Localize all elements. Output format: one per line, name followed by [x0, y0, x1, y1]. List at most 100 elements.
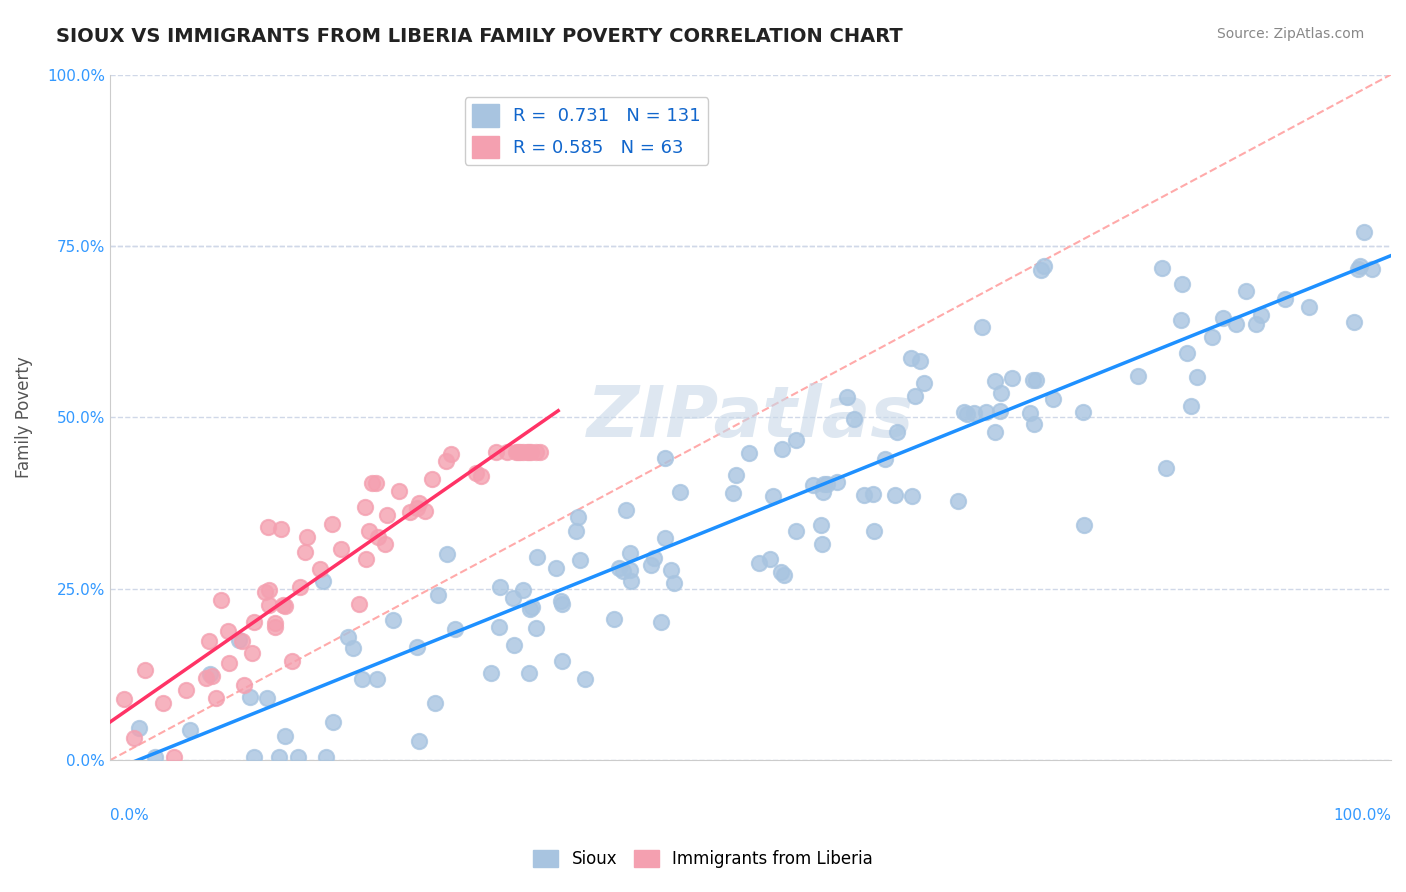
Point [1225, 317, 1247, 331]
Point [1042, 392, 1064, 406]
Point [502, 591, 524, 605]
Point [281, 654, 304, 668]
Point [263, 615, 285, 630]
Text: SIOUX VS IMMIGRANTS FROM LIBERIA FAMILY POVERTY CORRELATION CHART: SIOUX VS IMMIGRANTS FROM LIBERIA FAMILY … [56, 27, 903, 45]
Point [758, 552, 780, 566]
Point [364, 475, 387, 490]
Point [152, 696, 174, 710]
Point [524, 444, 547, 458]
Point [904, 389, 927, 403]
Point [356, 551, 378, 566]
Point [231, 633, 253, 648]
Point [614, 502, 637, 516]
Point [520, 444, 543, 458]
Point [529, 444, 551, 458]
Point [257, 582, 280, 597]
Point [128, 721, 150, 735]
Point [1152, 261, 1174, 276]
Point [375, 508, 398, 523]
Point [347, 597, 370, 611]
Point [564, 524, 586, 538]
Point [489, 580, 512, 594]
Point [517, 665, 540, 680]
Point [654, 451, 676, 466]
Point [1128, 368, 1150, 383]
Point [1353, 225, 1375, 239]
Point [263, 620, 285, 634]
Point [526, 549, 548, 564]
Point [901, 489, 924, 503]
Point [408, 733, 430, 747]
Point [1033, 259, 1056, 273]
Point [427, 588, 450, 602]
Point [650, 615, 672, 629]
Point [413, 504, 436, 518]
Point [551, 597, 574, 611]
Point [659, 563, 682, 577]
Point [198, 667, 221, 681]
Point [953, 405, 976, 419]
Point [388, 484, 411, 499]
Point [801, 477, 824, 491]
Point [972, 320, 994, 334]
Legend: Sioux, Immigrants from Liberia: Sioux, Immigrants from Liberia [526, 843, 880, 875]
Point [232, 678, 254, 692]
Point [1024, 417, 1046, 431]
Point [496, 444, 519, 458]
Point [479, 666, 502, 681]
Point [228, 633, 250, 648]
Point [312, 574, 335, 589]
Point [174, 683, 197, 698]
Point [257, 598, 280, 612]
Point [242, 647, 264, 661]
Point [963, 406, 986, 420]
Point [517, 444, 540, 458]
Point [815, 477, 838, 491]
Point [321, 516, 343, 531]
Point [309, 562, 332, 576]
Point [267, 750, 290, 764]
Text: 0.0%: 0.0% [110, 808, 149, 823]
Point [863, 524, 886, 539]
Point [886, 425, 908, 439]
Point [374, 537, 396, 551]
Point [329, 541, 352, 556]
Point [444, 622, 467, 636]
Point [434, 454, 457, 468]
Point [607, 561, 630, 575]
Point [408, 496, 430, 510]
Point [209, 592, 232, 607]
Point [574, 672, 596, 686]
Point [1177, 346, 1199, 360]
Point [664, 576, 686, 591]
Text: 100.0%: 100.0% [1333, 808, 1391, 823]
Point [239, 690, 262, 704]
Point [1347, 262, 1369, 277]
Point [654, 531, 676, 545]
Point [352, 672, 374, 686]
Point [640, 558, 662, 573]
Point [567, 509, 589, 524]
Point [485, 444, 508, 458]
Point [1170, 313, 1192, 327]
Point [643, 550, 665, 565]
Point [1071, 404, 1094, 418]
Point [205, 691, 228, 706]
Point [1171, 277, 1194, 292]
Point [811, 484, 834, 499]
Point [619, 563, 641, 577]
Point [1000, 371, 1022, 385]
Point [762, 489, 785, 503]
Point [956, 407, 979, 421]
Point [912, 376, 935, 391]
Point [1250, 308, 1272, 322]
Point [274, 599, 297, 614]
Point [274, 729, 297, 743]
Point [273, 598, 295, 612]
Point [470, 469, 492, 483]
Point [163, 750, 186, 764]
Point [342, 640, 364, 655]
Point [122, 731, 145, 745]
Point [436, 547, 458, 561]
Text: ZIPatlas: ZIPatlas [586, 383, 914, 452]
